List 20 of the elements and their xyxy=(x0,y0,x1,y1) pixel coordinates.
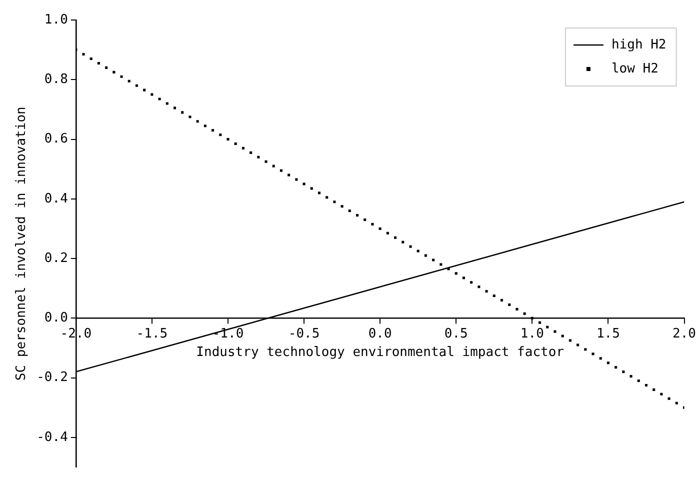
legend-label: low H2 xyxy=(611,61,658,76)
x-tick-label: -1.5 xyxy=(136,326,168,342)
y-tick-label: 0.8 xyxy=(44,72,68,87)
x-tick-label: -0.5 xyxy=(288,326,320,342)
y-tick-label: 1.0 xyxy=(44,12,68,28)
y-tick-label: 0.4 xyxy=(44,191,68,206)
x-tick-label: 0.0 xyxy=(368,326,392,342)
y-tick-label: -0.4 xyxy=(36,430,68,445)
x-tick-label: -1.0 xyxy=(212,326,244,342)
y-axis-title: SC personnel involved in innovation xyxy=(14,106,30,381)
y-tick-label: -0.2 xyxy=(36,370,68,386)
x-tick-label: 2.0 xyxy=(672,326,696,342)
x-axis-title: Industry technology environmental impact factor xyxy=(196,344,564,360)
y-tick-label: 0.2 xyxy=(44,250,68,266)
x-tick-label: 0.5 xyxy=(444,326,468,342)
y-tick-label: 0.6 xyxy=(44,132,68,147)
x-tick-label: 1.5 xyxy=(596,326,620,342)
legend-label: high H2 xyxy=(611,37,666,52)
x-tick-label: 1.0 xyxy=(520,326,544,342)
y-tick-label: 0.0 xyxy=(44,310,68,326)
